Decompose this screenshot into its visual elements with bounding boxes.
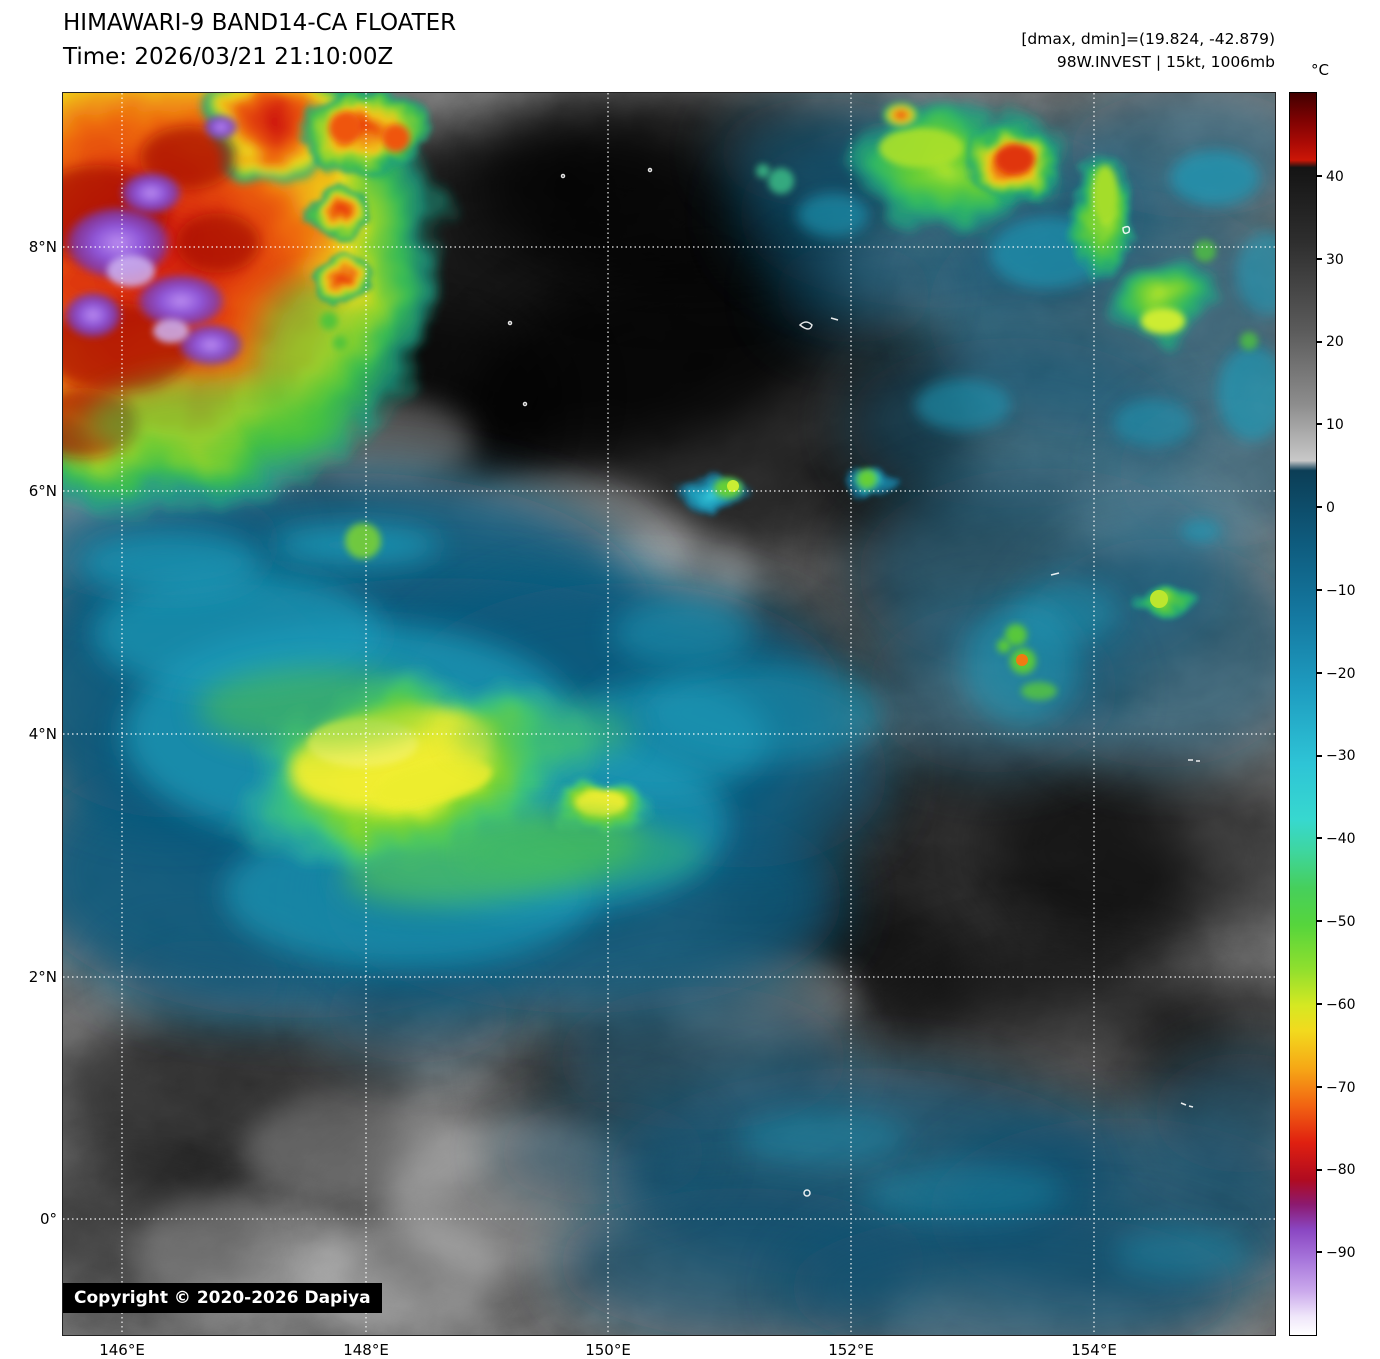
colorbar-tick: [1317, 506, 1322, 508]
lon-label-150e: 150°E: [585, 1341, 631, 1359]
lat-label-4n: 4°N: [28, 725, 57, 743]
colorbar-tick-label: −90: [1326, 1245, 1356, 1261]
colorbar-tick-label: 20: [1326, 334, 1344, 350]
northeast-convection: [756, 101, 1258, 350]
satellite-image: [0, 0, 1348, 1359]
lon-label-146e: 146°E: [99, 1341, 145, 1359]
lon-label-154e: 154°E: [1071, 1341, 1117, 1359]
northwest-convective-system: [0, 0, 448, 523]
colorbar-tick: [1317, 175, 1322, 177]
colorbar-tick-label: 0: [1326, 500, 1335, 516]
colorbar-tick-label: −40: [1326, 831, 1356, 847]
dmax-dmin-label: [dmax, dmin]=(19.824, -42.879): [1021, 30, 1275, 48]
lat-label-8n: 8°N: [28, 238, 57, 256]
colorbar-tick-label: 40: [1326, 169, 1344, 185]
colorbar-tick-label: −30: [1326, 748, 1356, 764]
header-annotations: [dmax, dmin]=(19.824, -42.879) 98W.INVES…: [1021, 28, 1275, 74]
lat-label-2n: 2°N: [28, 968, 57, 986]
colorbar-tick: [1317, 837, 1322, 839]
colorbar-tick: [1317, 589, 1322, 591]
lat-label-6n: 6°N: [28, 482, 57, 500]
colorbar-tick: [1317, 341, 1322, 343]
colorbar-tick: [1317, 1251, 1322, 1253]
scattered-cold-cells: [671, 465, 1198, 700]
colorbar-tick-label: −60: [1326, 997, 1356, 1013]
central-convective-core: [198, 523, 703, 905]
colorbar-tick: [1317, 755, 1322, 757]
colorbar-tick-label: −20: [1326, 666, 1356, 682]
graticule-grid-lines: [63, 93, 1275, 1335]
map-frame: Copyright © 2020-2026 Dapiya: [0, 0, 1348, 1359]
colorbar-tick: [1317, 672, 1322, 674]
colorbar-tick-label: −10: [1326, 583, 1356, 599]
temperature-colorbar: [1289, 92, 1317, 1336]
colorbar-tick: [1317, 1086, 1322, 1088]
colorbar-tick-label: 10: [1326, 417, 1344, 433]
colorbar-tick: [1317, 1169, 1322, 1171]
colorbar-unit-label: °C: [1311, 61, 1329, 79]
island-contour-marks: [507, 167, 1200, 1197]
storm-info-label: 98W.INVEST | 15kt, 1006mb: [1056, 53, 1275, 71]
lon-label-152e: 152°E: [828, 1341, 874, 1359]
colorbar-tick-label: −50: [1326, 914, 1356, 930]
timestamp: Time: 2026/03/21 21:10:00Z: [63, 44, 394, 70]
colorbar-tick-label: 30: [1326, 252, 1344, 268]
colorbar-tick: [1317, 258, 1322, 260]
copyright-badge: Copyright © 2020-2026 Dapiya: [63, 1283, 382, 1313]
lat-label-0: 0°: [39, 1210, 57, 1228]
colorbar-tick: [1317, 1003, 1322, 1005]
colorbar-tick-label: −70: [1326, 1080, 1356, 1096]
colorbar-tick-label: −80: [1326, 1162, 1356, 1178]
colorbar-tick: [1317, 920, 1322, 922]
lon-label-148e: 148°E: [343, 1341, 389, 1359]
page-title: HIMAWARI-9 BAND14-CA FLOATER: [63, 10, 457, 36]
colorbar-tick: [1317, 423, 1322, 425]
coldest-purple-cores: [63, 114, 245, 367]
